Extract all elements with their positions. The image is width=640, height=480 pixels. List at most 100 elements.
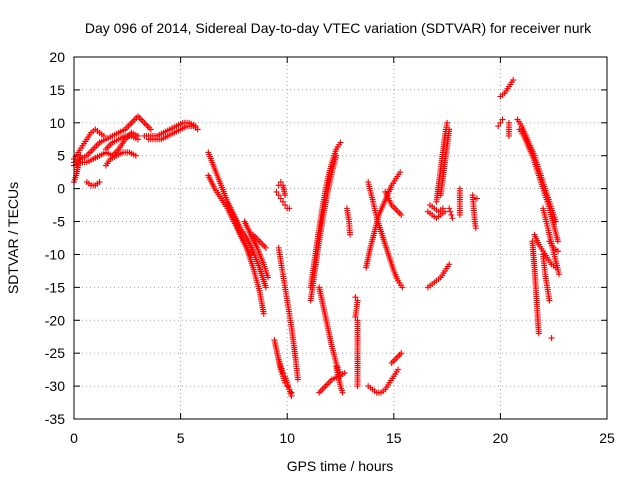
data-point: [277, 364, 284, 371]
data-point: [120, 127, 127, 134]
y-tick-label: -35: [45, 411, 65, 427]
data-point: [85, 180, 92, 187]
data-point: [456, 209, 463, 216]
data-point: [76, 154, 83, 161]
data-point: [384, 193, 391, 200]
data-point: [383, 246, 390, 253]
data-point: [152, 132, 159, 139]
data-point: [223, 196, 230, 203]
x-tick-label: 25: [599, 430, 615, 446]
plot-frame: [73, 56, 608, 420]
data-point: [538, 245, 545, 252]
data-point: [281, 282, 288, 289]
data-point: [517, 120, 524, 127]
data-point: [371, 388, 378, 395]
data-point: [255, 285, 262, 292]
data-point: [334, 371, 341, 378]
data-point: [238, 233, 245, 240]
data-point: [73, 151, 80, 158]
data-point: [393, 355, 400, 362]
y-tick-label: 10: [49, 115, 65, 131]
data-point: [281, 190, 288, 197]
data-point: [324, 321, 331, 328]
data-point: [126, 132, 133, 139]
data-point: [338, 387, 345, 394]
data-point: [139, 118, 146, 125]
data-point: [379, 204, 386, 211]
data-point: [366, 246, 373, 253]
data-point: [537, 176, 544, 183]
data-point: [542, 216, 549, 223]
data-point: [86, 131, 93, 138]
data-points: [71, 77, 563, 399]
data-point: [429, 203, 436, 210]
y-tick-label: -5: [53, 214, 66, 230]
data-point: [473, 195, 480, 202]
data-point: [380, 388, 387, 395]
data-point: [253, 242, 260, 249]
data-point: [437, 207, 444, 214]
data-point: [130, 151, 137, 158]
data-point: [371, 230, 378, 237]
data-point: [210, 163, 217, 170]
data-point: [499, 116, 506, 123]
data-point: [505, 130, 512, 137]
data-point: [90, 182, 97, 189]
data-point: [549, 242, 556, 249]
data-point: [249, 246, 256, 253]
x-axis-ticks: 0 5 10 15 20 25: [70, 57, 615, 446]
data-point: [545, 203, 552, 210]
data-point: [427, 282, 434, 289]
data-point: [273, 188, 280, 195]
data-point: [234, 222, 241, 229]
data-point: [288, 321, 295, 328]
data-point: [535, 328, 542, 335]
data-point: [254, 236, 261, 243]
data-point: [352, 311, 359, 318]
data-point: [449, 215, 456, 222]
data-point: [545, 229, 552, 236]
data-point: [284, 383, 291, 390]
x-tick-label: 15: [386, 430, 402, 446]
data-point: [259, 259, 266, 266]
data-point: [210, 183, 217, 190]
data-point: [550, 219, 557, 226]
data-point: [294, 374, 301, 381]
x-tick-label: 0: [70, 430, 78, 446]
data-point: [393, 368, 400, 375]
data-point: [385, 381, 392, 388]
data-point: [255, 262, 262, 269]
data-point: [528, 150, 535, 157]
data-point: [279, 198, 286, 205]
data-point: [532, 163, 539, 170]
data-point: [262, 282, 269, 289]
x-axis-label: GPS time / hours: [287, 458, 394, 474]
data-point: [286, 386, 293, 393]
data-point: [332, 148, 339, 155]
data-point: [288, 389, 295, 396]
data-point: [282, 202, 289, 209]
data-point: [249, 262, 256, 269]
data-point: [78, 145, 85, 152]
data-point: [81, 153, 88, 160]
data-point: [328, 171, 335, 178]
data-point: [386, 256, 393, 263]
data-point: [443, 122, 450, 129]
data-point: [107, 141, 114, 148]
y-tick-label: 5: [57, 148, 65, 164]
y-tick-label: -15: [45, 279, 65, 295]
data-point: [391, 177, 398, 184]
data-point: [541, 269, 548, 276]
data-point: [542, 252, 549, 259]
data-point: [315, 240, 322, 247]
data-point: [324, 191, 331, 198]
data-point: [508, 79, 515, 86]
data-point: [427, 210, 434, 217]
y-tick-label: -30: [45, 378, 65, 394]
data-point: [555, 269, 562, 276]
data-point: [105, 158, 112, 165]
data-point: [371, 203, 378, 210]
data-point: [177, 120, 184, 127]
data-point: [158, 130, 165, 137]
data-point: [431, 279, 438, 286]
